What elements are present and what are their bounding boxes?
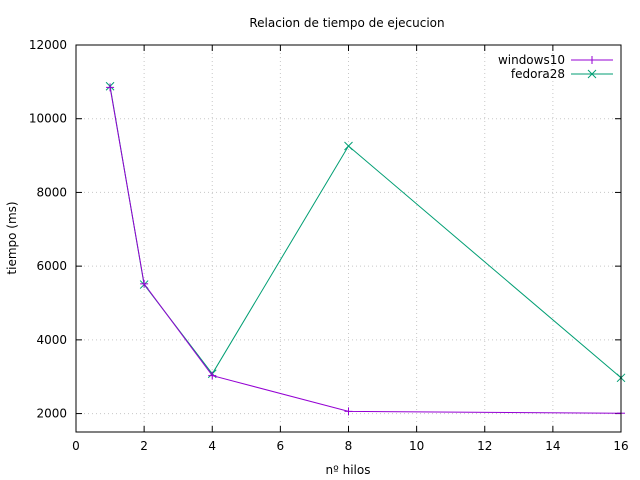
data-point-fedora28: [344, 141, 353, 151]
y-tick-label: 6000: [36, 259, 67, 273]
axis-ticks: 0 2 4 6 8 10 12 14 16 2000 4000 6000 8000 10000 12000: [29, 38, 629, 453]
y-tick-label: 12000: [29, 38, 67, 52]
data-point-windows10: [106, 83, 115, 92]
y-tick-label: 8000: [36, 185, 67, 199]
x-tick-label: 2: [140, 439, 148, 453]
x-tick-label: 8: [345, 439, 353, 453]
legend-marker-fedora28: [587, 69, 597, 79]
data-point-windows10: [208, 371, 217, 380]
x-tick-label: 6: [277, 439, 285, 453]
x-tick-label: 14: [545, 439, 560, 453]
x-tick-label: 4: [208, 439, 216, 453]
x-tick-label: 12: [477, 439, 492, 453]
series-line-fedora28: [109, 86, 622, 379]
y-tick-label: 2000: [36, 407, 67, 421]
x-tick-label: 10: [409, 439, 424, 453]
data-point-windows10: [344, 407, 353, 416]
y-tick-label: 10000: [29, 112, 67, 126]
x-axis-title: nº hilos: [326, 463, 371, 477]
chart-title: Relacion de tiempo de ejecucion: [249, 16, 444, 30]
data-point-windows10: [140, 279, 149, 288]
legend-label-fedora28: fedora28: [511, 67, 565, 81]
y-axis-title: tiempo (ms): [5, 201, 19, 274]
series-line-windows10: [109, 87, 622, 414]
x-tick-label: 0: [72, 439, 80, 453]
y-tick-label: 4000: [36, 333, 67, 347]
grid-lines: [76, 45, 621, 432]
legend-marker-windows10: [588, 56, 596, 64]
legend-label-windows10: windows10: [498, 53, 565, 67]
plot-area-frame: [75, 44, 622, 433]
data-series: [105, 81, 626, 418]
x-tick-label: 16: [613, 439, 628, 453]
